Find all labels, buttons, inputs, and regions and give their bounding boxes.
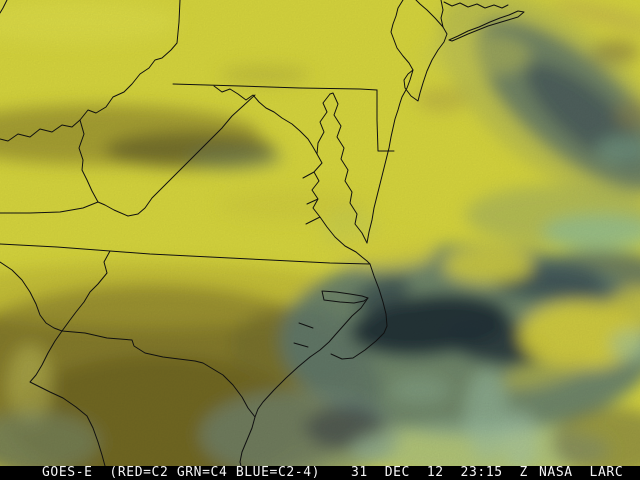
grain-overlay (0, 0, 640, 466)
boundary-delaware (376, 89, 395, 152)
coast-chesapeake-east (329, 92, 368, 244)
boundary-nc-sc (61, 330, 256, 418)
coast-chesapeake-west (302, 93, 371, 265)
boundary-tn-nc (0, 250, 111, 332)
coast-long-island (448, 10, 525, 42)
coast-new-jersey (403, 26, 448, 102)
status-product-label: GOES-E (RED=C2 GRN=C4 BLUE=C2-4) (42, 466, 321, 480)
state-boundary-lines (0, 0, 525, 466)
boundary-wv-ky (0, 119, 99, 214)
coast-carolina-south (239, 356, 311, 466)
boundary-delaware-river (390, 0, 414, 71)
boundary-pa-south (172, 83, 378, 91)
coast-pamlico-shore (293, 297, 369, 358)
coast-connecticut (443, 1, 509, 9)
coast-erie-tip (0, 0, 8, 14)
status-bar: GOES-E (RED=C2 GRN=C4 BLUE=C2-4) 31 DEC … (0, 466, 640, 480)
coast-outer-banks (330, 263, 388, 360)
satellite-map (0, 0, 640, 466)
boundary-sc-ga (29, 330, 106, 466)
coast-hudson (440, 0, 444, 28)
coast-delmarva-atlantic (366, 69, 414, 244)
coast-albemarle-sound (321, 290, 369, 304)
boundary-wv-va (97, 94, 256, 217)
boundary-potomac (213, 85, 318, 155)
boundary-ohio-river (0, 0, 181, 142)
status-credit: NASA LARC (539, 466, 624, 480)
boundary-va-nc (0, 243, 371, 265)
status-timestamp: 31 DEC 12 23:15 Z (351, 466, 528, 480)
boundary-nj-ny (415, 0, 444, 28)
